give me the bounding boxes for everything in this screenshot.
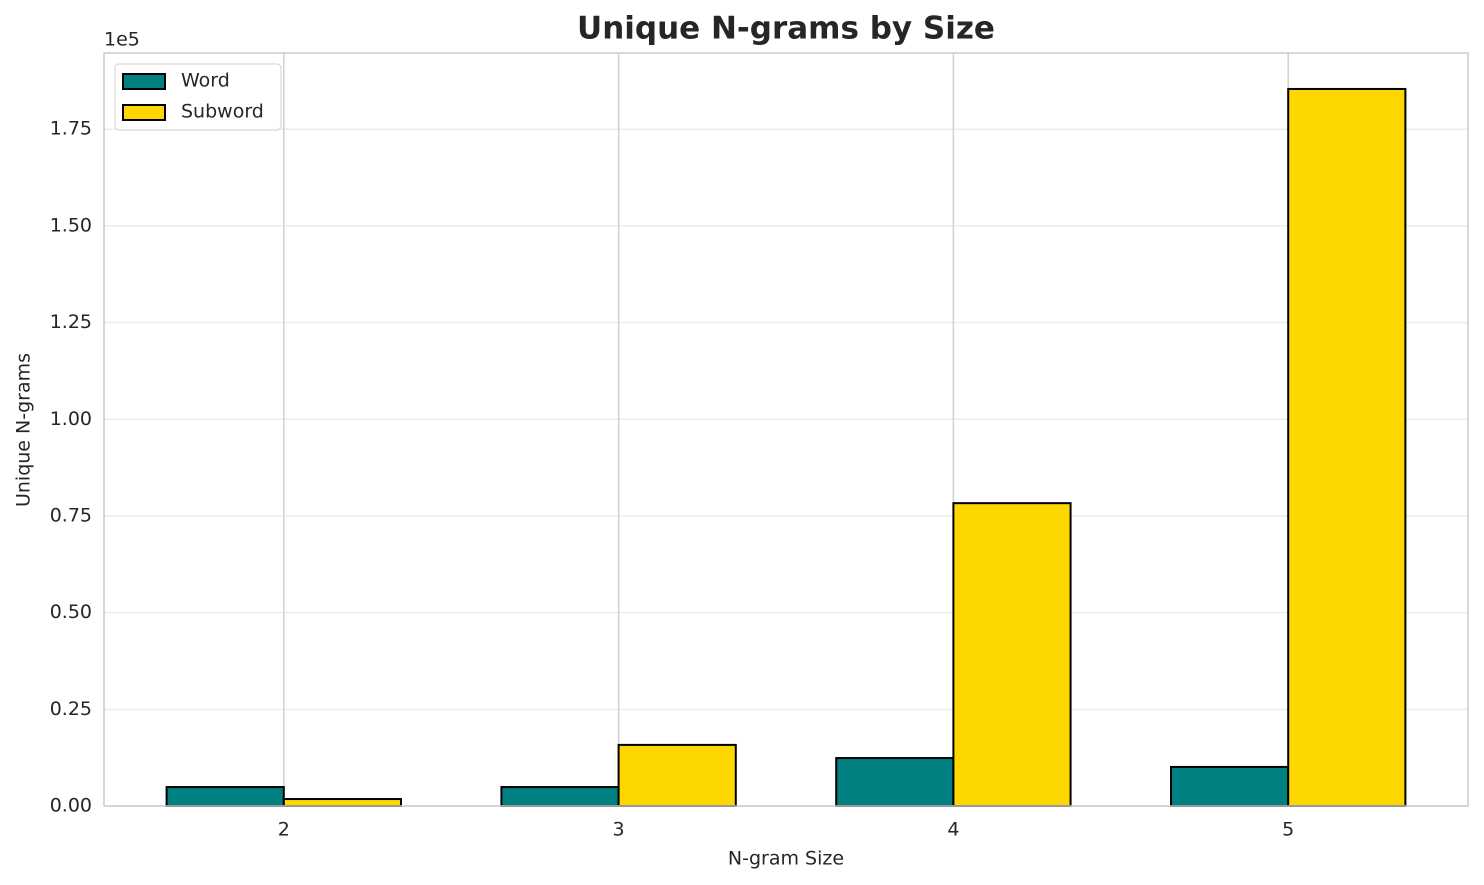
x-tick-label: 5 [1282,819,1294,841]
y-tick-label: 1.00 [50,408,92,430]
bar [1287,87,1407,807]
y-axis-label: Unique N-grams [13,353,35,507]
bar [835,757,955,808]
bar [617,743,737,807]
y-tick-label: 0.75 [50,504,92,526]
plot-frame [103,52,1469,807]
legend-label: Subword [181,101,264,123]
bar [282,798,402,807]
x-tick-label: 2 [278,819,290,841]
bar [1170,765,1290,807]
bar [952,502,1072,807]
y-tick-label: 1.50 [50,214,92,236]
y-tick-label: 0.25 [50,698,92,720]
bar [165,786,285,808]
bar [500,786,620,808]
y-tick-label: 1.25 [50,311,92,333]
legend-swatch [122,104,166,121]
legend-label: Word [181,70,230,92]
y-tick-label: 1.75 [50,118,92,140]
x-axis-label: N-gram Size [728,848,844,870]
y-tick-label: 0.00 [50,795,92,817]
y-offset-label: 1e5 [104,29,140,51]
x-tick-label: 3 [613,819,625,841]
x-tick-label: 4 [947,819,959,841]
chart-title: Unique N-grams by Size [577,11,995,47]
legend-swatch [122,73,166,90]
y-tick-label: 0.50 [50,601,92,623]
